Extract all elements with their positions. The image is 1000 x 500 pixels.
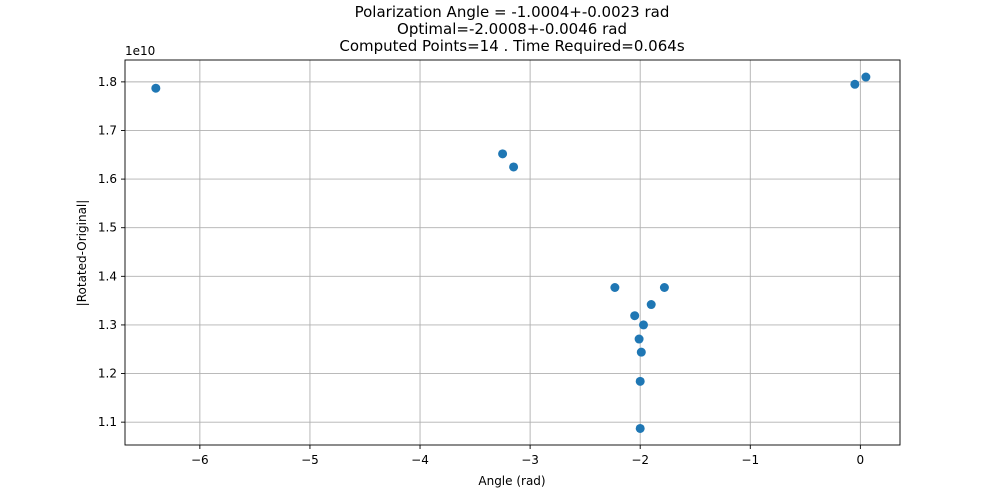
chart-title-line-2: Optimal=-2.0008+-0.0046 rad — [397, 20, 627, 38]
y-tick-label: 1.4 — [98, 269, 117, 283]
y-tick-label: 1.3 — [98, 318, 117, 332]
data-point — [498, 149, 508, 159]
y-tick-label: 1.1 — [98, 415, 117, 429]
y-tick-label: 1.2 — [98, 367, 117, 381]
y-tick-label: 1.7 — [98, 123, 117, 137]
x-tick-label: −3 — [521, 453, 539, 467]
data-point — [509, 162, 519, 172]
x-tick-label: −4 — [411, 453, 429, 467]
x-tick-label: −2 — [631, 453, 649, 467]
data-point — [635, 376, 645, 386]
x-axis-label: Angle (rad) — [478, 474, 545, 488]
grid-lines — [125, 60, 900, 445]
x-tick-label: −5 — [301, 453, 319, 467]
chart-title-line-1: Polarization Angle = -1.0004+-0.0023 rad — [355, 3, 670, 21]
y-axis-label: |Rotated-Original| — [75, 200, 89, 307]
data-point — [639, 320, 649, 330]
x-tick-label: 0 — [857, 453, 865, 467]
data-point — [610, 283, 620, 292]
x-tick-label: −6 — [191, 453, 209, 467]
y-axis-offset-label: 1e10 — [125, 44, 155, 58]
data-point — [646, 300, 656, 310]
data-points — [151, 72, 871, 433]
data-point — [636, 347, 646, 357]
y-tick-label: 1.8 — [98, 75, 117, 89]
data-point — [850, 79, 860, 89]
data-point — [659, 283, 669, 292]
y-tick-label: 1.6 — [98, 172, 117, 186]
x-tick-label: −1 — [741, 453, 759, 467]
data-point — [634, 334, 644, 344]
axis-ticks: −6 −5 −4 −3 −2 −1 0 1.1 1.2 1.3 1.4 1.5 1.6 1.7 1.8 — [98, 75, 864, 467]
chart-title-line-3: Computed Points=14 . Time Required=0.064… — [339, 37, 684, 55]
plot-area-frame — [124, 59, 901, 446]
data-point — [861, 72, 871, 82]
data-point — [151, 83, 161, 93]
data-point — [635, 423, 645, 433]
data-point — [630, 311, 640, 321]
y-tick-label: 1.5 — [98, 221, 117, 235]
